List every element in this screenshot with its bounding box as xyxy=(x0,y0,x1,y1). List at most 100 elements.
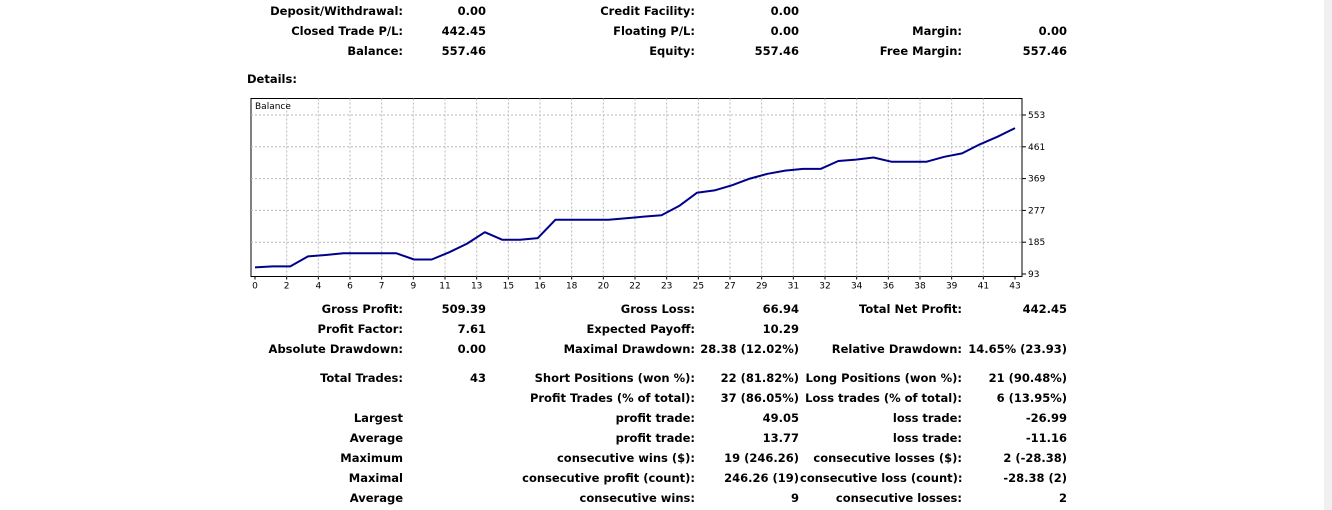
x-tick-label: 15 xyxy=(503,282,514,292)
balance-chart: Balance 553 461 369 277 185 93 0 2 4 6 7 9 11 13 15 16… xyxy=(250,98,1045,292)
free-margin-value: 557.46 xyxy=(1022,44,1067,58)
closed-label: Closed Trade P/L: xyxy=(291,24,403,38)
y-tick-label: 93 xyxy=(1028,270,1039,280)
rel-dd-label: Relative Drawdown: xyxy=(831,342,962,356)
maximal-profit-label: consecutive profit (count): xyxy=(522,471,695,485)
x-tick-label: 9 xyxy=(410,282,416,292)
gross-profit-value: 509.39 xyxy=(441,302,486,316)
average-profit-label: profit trade: xyxy=(615,431,695,445)
profit-trades-label: Profit Trades (% of total): xyxy=(529,391,695,405)
total-net-label: Total Net Profit: xyxy=(859,302,962,316)
x-tick-label: 2 xyxy=(284,282,290,292)
balance-value: 557.46 xyxy=(441,44,486,58)
x-tick-label: 29 xyxy=(756,282,768,292)
x-tick-label: 6 xyxy=(347,282,353,292)
x-tick-label: 4 xyxy=(315,282,321,292)
x-tick-label: 36 xyxy=(883,282,895,292)
stats-row-6: Largest profit trade: 49.05 loss trade: … xyxy=(0,409,1320,429)
x-tick-label: 22 xyxy=(629,282,640,292)
equity-value: 557.46 xyxy=(754,44,799,58)
free-margin-label: Free Margin: xyxy=(879,44,962,58)
y-tick-label: 185 xyxy=(1028,238,1045,248)
summary-row-1: Deposit/Withdrawal: 0.00 Credit Facility… xyxy=(0,2,1320,22)
largest-profit-value: 49.05 xyxy=(762,411,799,425)
x-tick-label: 34 xyxy=(851,282,863,292)
gross-loss-value: 66.94 xyxy=(762,302,799,316)
x-tick-label: 27 xyxy=(724,282,735,292)
profit-factor-value: 7.61 xyxy=(457,322,486,336)
x-tick-label: 25 xyxy=(693,282,704,292)
x-tick-label: 18 xyxy=(566,282,578,292)
stats-row-5: Profit Trades (% of total): 37 (86.05%) … xyxy=(0,389,1320,409)
stats-row-9: Maximal consecutive profit (count): 246.… xyxy=(0,469,1320,489)
loss-trades-value: 6 (13.95%) xyxy=(996,391,1067,405)
loss-trades-label: Loss trades (% of total): xyxy=(805,391,962,405)
stats-row-2: Profit Factor: 7.61 Expected Payoff: 10.… xyxy=(0,320,1320,340)
max-cons-wins-label: consecutive wins ($): xyxy=(556,451,695,465)
y-tick-label: 553 xyxy=(1028,111,1045,121)
expected-payoff-label: Expected Payoff: xyxy=(586,322,696,336)
maximal-profit-value: 246.26 (19) xyxy=(724,471,799,485)
x-tick-label: 31 xyxy=(788,282,799,292)
x-tick-label: 32 xyxy=(819,282,830,292)
vertical-scrollbar[interactable] xyxy=(1324,0,1332,510)
balance-series xyxy=(254,127,1016,269)
max-cons-wins-value: 19 (246.26) xyxy=(724,451,799,465)
balance-label: Balance: xyxy=(347,44,403,58)
average-loss-value: -11.16 xyxy=(1025,431,1067,445)
x-axis: 0 2 4 6 7 9 11 13 15 16 18 20 22 23 25 27 29 31 32 34 36 38 39… xyxy=(252,276,1021,292)
profit-factor-label: Profit Factor: xyxy=(317,322,403,336)
total-trades-label: Total Trades: xyxy=(320,371,403,385)
stats-row-4: Total Trades: 43 Short Positions (won %)… xyxy=(0,369,1320,389)
x-tick-label: 20 xyxy=(598,282,610,292)
average-profit-value: 13.77 xyxy=(762,431,799,445)
average-cons-label: Average xyxy=(349,491,403,505)
x-tick-label: 11 xyxy=(439,282,450,292)
credit-value: 0.00 xyxy=(770,4,799,18)
largest-label: Largest xyxy=(353,411,403,425)
x-tick-label: 0 xyxy=(252,282,258,292)
avg-cons-wins-label: consecutive wins: xyxy=(579,491,696,505)
summary-row-2: Closed Trade P/L: 442.45 Floating P/L: 0… xyxy=(0,22,1320,42)
stats-row-7: Average profit trade: 13.77 loss trade: … xyxy=(0,429,1320,449)
y-tick-label: 277 xyxy=(1028,206,1045,216)
maximum-label: Maximum xyxy=(340,451,403,465)
largest-profit-label: profit trade: xyxy=(615,411,695,425)
series-label: Balance xyxy=(255,102,291,112)
x-tick-label: 13 xyxy=(471,282,482,292)
total-trades-value: 43 xyxy=(469,371,486,385)
avg-cons-losses-label: consecutive losses: xyxy=(835,491,962,505)
max-cons-losses-label: consecutive losses ($): xyxy=(813,451,962,465)
credit-label: Credit Facility: xyxy=(600,4,695,18)
stats-row-10: Average consecutive wins: 9 consecutive … xyxy=(0,489,1320,509)
largest-loss-value: -26.99 xyxy=(1025,411,1067,425)
chart-grid xyxy=(251,98,1022,277)
x-tick-label: 39 xyxy=(946,282,958,292)
average-loss-label: loss trade: xyxy=(892,431,962,445)
x-tick-label: 43 xyxy=(1009,282,1020,292)
margin-value: 0.00 xyxy=(1038,24,1067,38)
details-heading: Details: xyxy=(247,72,297,86)
total-net-value: 442.45 xyxy=(1022,302,1067,316)
x-tick-label: 38 xyxy=(914,282,926,292)
x-tick-label: 7 xyxy=(379,282,385,292)
equity-label: Equity: xyxy=(649,44,695,58)
balance-line xyxy=(254,127,1016,269)
deposit-label: Deposit/Withdrawal: xyxy=(270,4,403,18)
expected-payoff-value: 10.29 xyxy=(762,322,799,336)
long-positions-label: Long Positions (won %): xyxy=(805,371,963,385)
stats-row-3: Absolute Drawdown: 0.00 Maximal Drawdown… xyxy=(0,340,1320,360)
margin-label: Margin: xyxy=(912,24,962,38)
rel-dd-value: 14.65% (23.93) xyxy=(968,342,1067,356)
x-tick-label: 41 xyxy=(978,282,989,292)
avg-cons-wins-value: 9 xyxy=(790,491,799,505)
stats-row-1: Gross Profit: 509.39 Gross Loss: 66.94 T… xyxy=(0,300,1320,320)
largest-loss-label: loss trade: xyxy=(892,411,962,425)
closed-value: 442.45 xyxy=(441,24,486,38)
gross-loss-label: Gross Loss: xyxy=(620,302,695,316)
avg-cons-losses-value: 2 xyxy=(1058,491,1067,505)
x-tick-label: 23 xyxy=(661,282,672,292)
maximal-label: Maximal xyxy=(348,471,403,485)
gross-profit-label: Gross Profit: xyxy=(321,302,403,316)
profit-trades-value: 37 (86.05%) xyxy=(720,391,799,405)
